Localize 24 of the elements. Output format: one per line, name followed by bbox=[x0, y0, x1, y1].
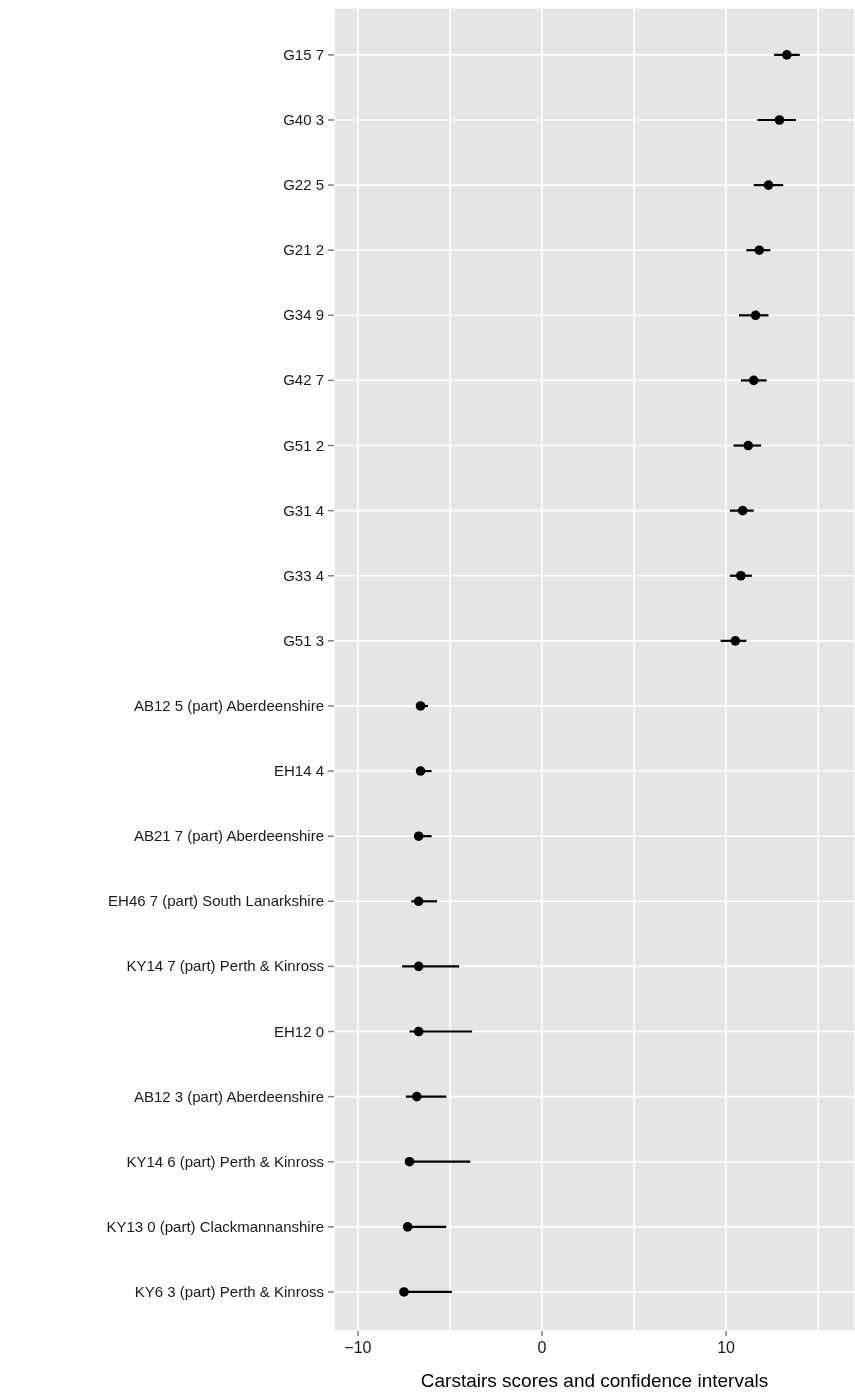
y-tick-label: KY14 7 (part) Perth & Kinross bbox=[126, 957, 324, 975]
y-tick-label: G31 4 bbox=[283, 501, 324, 519]
y-tick-label: G33 4 bbox=[283, 566, 324, 584]
y-tick-label: G15 7 bbox=[283, 45, 324, 63]
y-tick-label: G51 2 bbox=[283, 436, 324, 454]
y-tick-label: G34 9 bbox=[283, 306, 324, 324]
x-tick-label: −10 bbox=[344, 1339, 372, 1356]
y-tick-label: G21 2 bbox=[283, 241, 324, 259]
x-tick-label: 10 bbox=[717, 1339, 736, 1356]
y-tick-label: AB21 7 (part) Aberdeenshire bbox=[133, 827, 324, 845]
x-tick-label: 0 bbox=[537, 1339, 547, 1356]
y-tick-label: EH46 7 (part) South Lanarkshire bbox=[108, 892, 324, 910]
y-tick-label: G51 3 bbox=[283, 631, 324, 649]
y-tick-label: G42 7 bbox=[283, 371, 324, 389]
x-axis-title: Carstairs scores and confidence intervals bbox=[420, 1370, 769, 1391]
y-tick-label: G40 3 bbox=[283, 110, 324, 128]
y-tick-label: EH12 0 bbox=[273, 1022, 324, 1040]
y-tick-label: G22 5 bbox=[283, 176, 324, 194]
y-tick-label: KY14 6 (part) Perth & Kinross bbox=[126, 1152, 324, 1170]
y-tick-label: AB12 5 (part) Aberdeenshire bbox=[133, 696, 324, 714]
y-tick-label: KY13 0 (part) Clackmannanshire bbox=[106, 1217, 324, 1235]
y-tick-label: KY6 3 (part) Perth & Kinross bbox=[134, 1282, 324, 1300]
y-tick-label: EH14 4 bbox=[273, 762, 324, 780]
y-tick-label: AB12 3 (part) Aberdeenshire bbox=[133, 1087, 324, 1105]
